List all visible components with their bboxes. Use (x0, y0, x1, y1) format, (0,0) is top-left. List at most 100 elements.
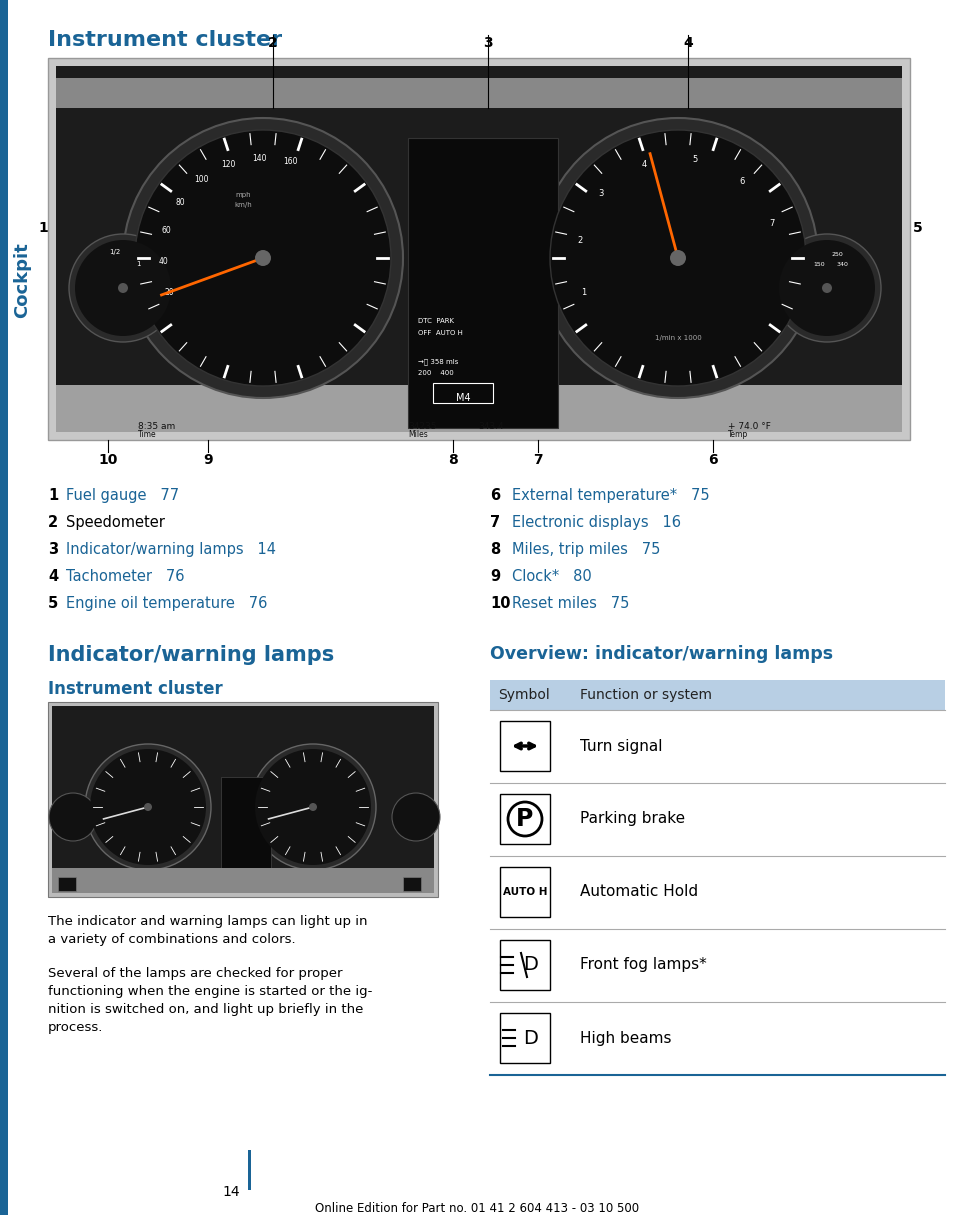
Text: 7: 7 (533, 453, 542, 467)
Bar (48, 58, 909, 440)
Text: D: D (523, 1029, 537, 1047)
Text: 160: 160 (283, 158, 297, 166)
Bar (408, 139, 558, 428)
Text: 1: 1 (38, 221, 48, 234)
Bar (499, 868, 550, 917)
Text: M4: M4 (456, 392, 470, 403)
Text: 343.4: 343.4 (477, 422, 503, 431)
Text: 4: 4 (48, 569, 58, 584)
Text: AUTO H: AUTO H (502, 887, 547, 897)
Text: 80: 80 (175, 198, 185, 207)
Bar (499, 720, 550, 772)
Bar (402, 877, 420, 891)
Text: km/h: km/h (233, 202, 252, 208)
Text: 100: 100 (194, 175, 209, 183)
Text: Indicator/warning lamps   14: Indicator/warning lamps 14 (66, 542, 275, 556)
Circle shape (135, 130, 391, 386)
Text: 140: 140 (252, 153, 267, 163)
Text: 4: 4 (682, 36, 692, 50)
Text: 1: 1 (135, 261, 140, 267)
Text: 3: 3 (48, 542, 58, 556)
Text: 14: 14 (222, 1185, 240, 1199)
Text: Tachometer   76: Tachometer 76 (66, 569, 184, 584)
Circle shape (537, 118, 817, 399)
Text: 340: 340 (835, 261, 847, 266)
Text: Fuel gauge   77: Fuel gauge 77 (66, 488, 179, 503)
Text: External temperature*   75: External temperature* 75 (512, 488, 709, 503)
Bar (56, 66, 901, 433)
Text: Function or system: Function or system (579, 688, 711, 702)
Text: 3: 3 (598, 190, 603, 198)
Bar (0, 0, 8, 1215)
Text: Time: Time (138, 430, 156, 439)
Bar (48, 702, 437, 897)
Circle shape (392, 793, 439, 841)
Text: 6: 6 (490, 488, 499, 503)
Text: 1: 1 (580, 288, 586, 296)
Text: Engine oil temperature   76: Engine oil temperature 76 (66, 597, 267, 611)
Circle shape (669, 250, 685, 266)
Circle shape (123, 118, 402, 399)
Bar (52, 706, 434, 893)
Circle shape (772, 234, 880, 341)
Text: 7: 7 (768, 219, 774, 228)
Text: 1/min x 1000: 1/min x 1000 (654, 335, 700, 341)
Text: OFF  AUTO H: OFF AUTO H (417, 330, 462, 337)
Text: 4: 4 (640, 159, 646, 169)
Text: →⛽ 358 mls: →⛽ 358 mls (417, 358, 457, 364)
Text: 6: 6 (707, 453, 717, 467)
Circle shape (550, 130, 805, 386)
Circle shape (821, 283, 831, 293)
Circle shape (49, 793, 97, 841)
Text: Instrument cluster: Instrument cluster (48, 680, 222, 697)
Circle shape (309, 803, 316, 810)
Bar (221, 778, 271, 877)
Bar (56, 78, 901, 108)
Text: 10: 10 (98, 453, 117, 467)
Text: 40: 40 (158, 258, 168, 266)
Circle shape (144, 803, 152, 810)
Circle shape (250, 744, 375, 870)
Text: 250: 250 (830, 252, 842, 256)
Text: Instrument cluster: Instrument cluster (48, 30, 282, 50)
Bar (58, 877, 76, 891)
Text: Speedometer: Speedometer (66, 515, 165, 530)
Text: 8: 8 (448, 453, 457, 467)
Text: High beams: High beams (579, 1030, 671, 1045)
Text: 7: 7 (490, 515, 499, 530)
Circle shape (85, 744, 211, 870)
Bar (490, 680, 944, 710)
Text: 9: 9 (203, 453, 213, 467)
Circle shape (75, 241, 171, 337)
Circle shape (254, 748, 371, 865)
Text: Clock*   80: Clock* 80 (512, 569, 591, 584)
Bar (499, 793, 550, 844)
Text: 3: 3 (482, 36, 493, 50)
Text: 5: 5 (692, 156, 698, 164)
Text: 8: 8 (490, 542, 499, 556)
Text: Miles: Miles (408, 430, 427, 439)
Text: D: D (523, 955, 537, 974)
Bar (499, 940, 550, 990)
Text: 200    400: 200 400 (417, 371, 454, 375)
Text: mph: mph (235, 192, 251, 198)
Text: Cockpit: Cockpit (13, 242, 30, 318)
Text: Overview: indicator/warning lamps: Overview: indicator/warning lamps (490, 645, 832, 663)
Text: Turn signal: Turn signal (579, 739, 661, 753)
Text: Symbol: Symbol (497, 688, 549, 702)
Bar (56, 385, 901, 433)
Text: Temp: Temp (727, 430, 747, 439)
Circle shape (118, 283, 128, 293)
Text: Indicator/warning lamps: Indicator/warning lamps (48, 645, 334, 665)
Text: Automatic Hold: Automatic Hold (579, 885, 698, 899)
Text: 5: 5 (912, 221, 922, 234)
Text: 2: 2 (48, 515, 58, 530)
Text: Several of the lamps are checked for proper
functioning when the engine is start: Several of the lamps are checked for pro… (48, 967, 372, 1034)
Bar (52, 868, 434, 893)
Circle shape (90, 748, 206, 865)
Text: 60: 60 (162, 226, 172, 234)
Text: Online Edition for Part no. 01 41 2 604 413 - 03 10 500: Online Edition for Part no. 01 41 2 604 … (314, 1202, 639, 1215)
Text: 9: 9 (490, 569, 499, 584)
Circle shape (254, 250, 271, 266)
Text: P: P (516, 807, 533, 831)
